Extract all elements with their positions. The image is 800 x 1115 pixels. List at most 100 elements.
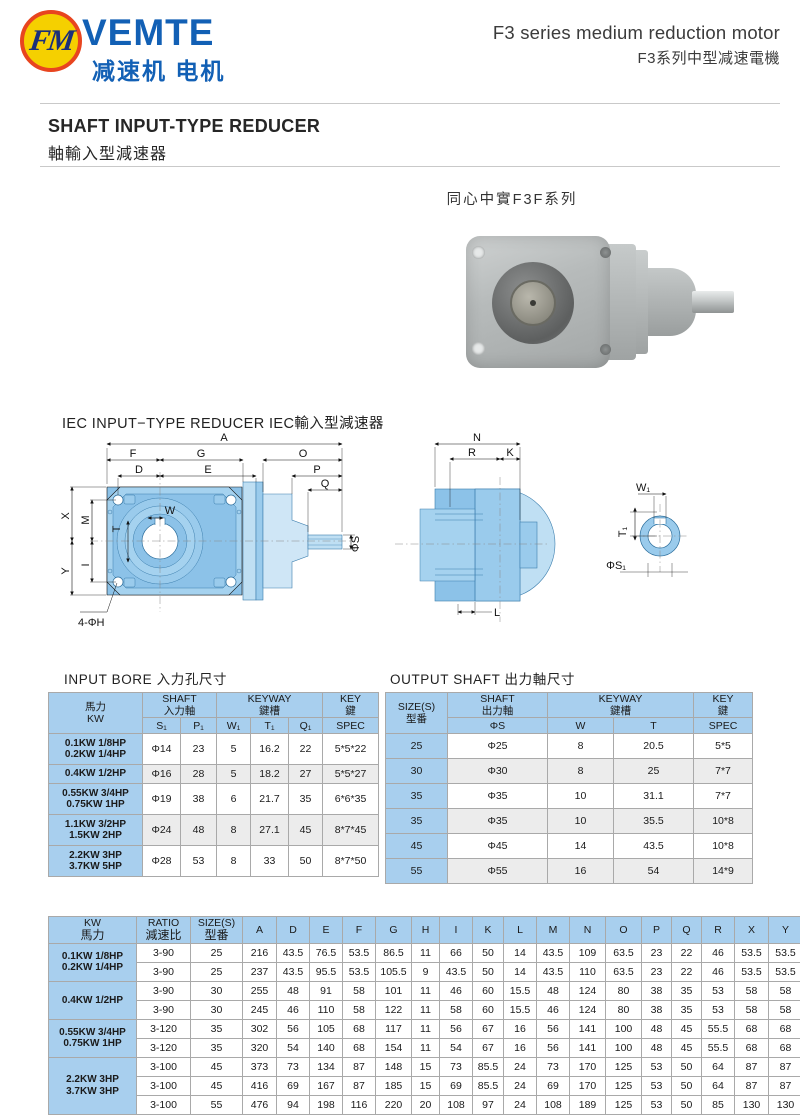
row-spec: 6*6*35 (323, 784, 379, 815)
row-dim-K: 50 (473, 943, 504, 962)
row-spec: 8*7*45 (323, 815, 379, 846)
row-size: 30 (386, 759, 448, 784)
row-dim-D: 43.5 (277, 962, 310, 981)
row-t: 43.5 (614, 834, 694, 859)
row-q1: 27 (289, 765, 323, 784)
dim-label-W1: W₁ (636, 482, 650, 494)
row-dim-K: 60 (473, 1000, 504, 1019)
row-dim-P: 48 (642, 1038, 672, 1057)
dim-label-phi-S: ΦS (350, 536, 362, 552)
row-dim-L: 24 (504, 1076, 537, 1095)
row-size: 45 (191, 1057, 243, 1076)
header-shaft-cn: 入力軸 (143, 705, 216, 717)
row-spec: 5*5 (694, 734, 753, 759)
header-ratio: RATIO 減速比 (137, 917, 191, 944)
row-dim-Q: 45 (672, 1019, 702, 1038)
row-dim-K: 97 (473, 1095, 504, 1114)
row-spec: 5*5*22 (323, 734, 379, 765)
row-t1: 21.7 (251, 784, 289, 815)
row-dim-G: 220 (376, 1095, 412, 1114)
row-kw-label: 0.4KW 1/2HP (49, 981, 137, 1019)
header-size: SIZE(S) 型番 (386, 693, 448, 734)
row-dim-G: 105.5 (376, 962, 412, 981)
row-dim-Q: 45 (672, 1038, 702, 1057)
row-dim-Q: 35 (672, 1000, 702, 1019)
page-header: FM VEMTE 减速机 电机 F3 series medium reducti… (0, 0, 800, 100)
row-dim-E: 105 (310, 1019, 343, 1038)
dim-label-E: E (204, 464, 211, 476)
dim-label-Q: Q (321, 478, 330, 490)
row-dim-E: 95.5 (310, 962, 343, 981)
subheader-phi-s: ΦS (448, 718, 548, 734)
row-dim-R: 55.5 (702, 1038, 735, 1057)
row-phi-s: Φ55 (448, 859, 548, 884)
row-t1: 16.2 (251, 734, 289, 765)
product-photo (448, 222, 738, 382)
product-caption: 同心中實F3F系列 (0, 188, 800, 209)
row-dim-O: 125 (606, 1095, 642, 1114)
row-spec: 5*5*27 (323, 765, 379, 784)
row-t1: 18.2 (251, 765, 289, 784)
row-dim-Q: 35 (672, 981, 702, 1000)
logo-monogram: FM (27, 24, 74, 58)
row-w: 8 (548, 734, 614, 759)
row-dim-E: 167 (310, 1076, 343, 1095)
row-phi-s: Φ25 (448, 734, 548, 759)
header-col-Y: Y (769, 917, 800, 944)
subheader-spec: SPEC (323, 718, 379, 734)
row-size: 35 (191, 1019, 243, 1038)
subheader-s1: S₁ (143, 718, 181, 734)
section-divider (40, 166, 780, 167)
photo-bolt (600, 344, 611, 355)
row-dim-O: 100 (606, 1038, 642, 1057)
row-spec: 7*7 (694, 759, 753, 784)
row-p1: 28 (181, 765, 217, 784)
row-dim-X: 58 (735, 1000, 769, 1019)
row-spec: 7*7 (694, 784, 753, 809)
header-size: SIZE(S) 型番 (191, 917, 243, 944)
row-dim-O: 100 (606, 1019, 642, 1038)
row-dim-Y: 53.5 (769, 943, 800, 962)
row-size: 25 (191, 943, 243, 962)
row-dim-H: 11 (412, 1038, 440, 1057)
row-s1: Φ19 (143, 784, 181, 815)
photo-bell-housing (644, 268, 696, 336)
row-dim-M: 73 (537, 1057, 570, 1076)
row-phi-s: Φ30 (448, 759, 548, 784)
row-w: 10 (548, 784, 614, 809)
header-size-cn: 型番 (386, 713, 447, 725)
row-t: 20.5 (614, 734, 694, 759)
row-w1: 5 (217, 734, 251, 765)
header-kw-en: KW (49, 713, 142, 725)
header-col-I: I (440, 917, 473, 944)
photo-bolt (600, 247, 611, 258)
row-phi-s: Φ35 (448, 784, 548, 809)
row-dim-E: 91 (310, 981, 343, 1000)
header-col-Q: Q (672, 917, 702, 944)
row-dim-O: 125 (606, 1076, 642, 1095)
header-title-block: F3 series medium reduction motor F3系列中型减… (493, 22, 780, 68)
header-col-O: O (606, 917, 642, 944)
row-spec: 8*7*50 (323, 846, 379, 877)
row-dim-Y: 130 (769, 1095, 800, 1114)
row-dim-A: 216 (243, 943, 277, 962)
row-t1: 27.1 (251, 815, 289, 846)
row-ratio: 3-100 (137, 1095, 191, 1114)
row-dim-G: 148 (376, 1057, 412, 1076)
row-dim-Y: 87 (769, 1076, 800, 1095)
row-dim-E: 198 (310, 1095, 343, 1114)
row-dim-K: 85.5 (473, 1076, 504, 1095)
row-w1: 8 (217, 815, 251, 846)
subheader-w1: W₁ (217, 718, 251, 734)
row-dim-Q: 22 (672, 943, 702, 962)
row-ratio: 3-90 (137, 943, 191, 962)
table-header-row: SIZE(S) 型番 SHAFT 出力軸 KEYWAY 鍵槽 KEY 鍵 (386, 693, 753, 718)
row-dim-P: 53 (642, 1057, 672, 1076)
